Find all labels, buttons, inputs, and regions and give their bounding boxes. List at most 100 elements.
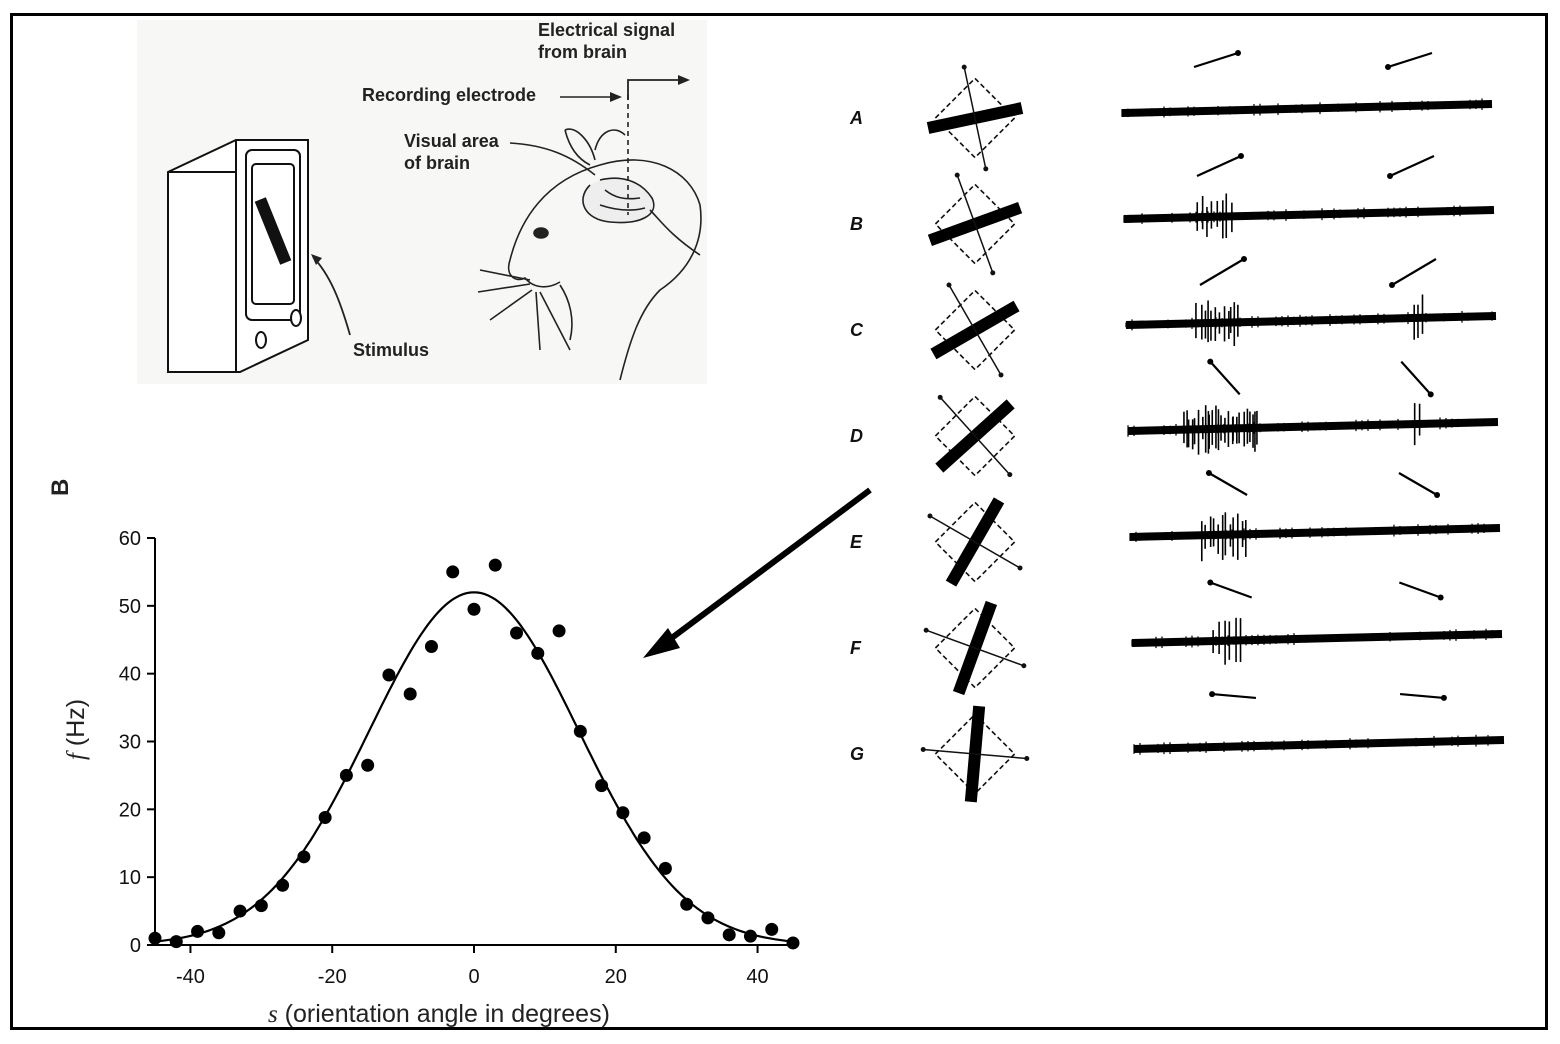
movement-line: [939, 396, 1011, 476]
direction-arrowhead-icon: [1235, 50, 1241, 56]
panel-letter: B: [47, 479, 74, 496]
spike-trace: [1123, 153, 1495, 239]
arrowhead-icon: [1017, 565, 1023, 571]
stimulus-glyph: [934, 394, 1016, 478]
arrowhead-icon: [946, 282, 952, 288]
condition-label: D: [850, 426, 863, 446]
recording-row: D: [850, 358, 1499, 478]
chart-ticks: 0 10 20 30 40 50 60 -40 -20 0 20 40: [119, 528, 769, 988]
movement-line: [925, 629, 1025, 667]
trace-baseline: [1123, 206, 1495, 223]
direction-arrow: [1400, 360, 1432, 396]
receptive-field-outline: [934, 183, 1016, 265]
direction-arrowhead-icon: [1427, 391, 1434, 398]
direction-arrow: [1199, 258, 1245, 286]
stimulus-glyph: [927, 172, 1023, 276]
receptive-field-outline: [934, 77, 1016, 159]
recording-row: G: [850, 691, 1505, 803]
recording-row: E: [850, 470, 1501, 587]
condition-label: F: [850, 638, 862, 658]
visual-area-label-line2: of brain: [404, 153, 470, 173]
data-point: [169, 935, 183, 949]
tuning-curve-chart: 0 10 20 30 40 50 60 -40 -20 0 20 40 s (orientation …: [62, 528, 800, 1028]
direction-arrowhead-icon: [1387, 173, 1393, 179]
y-axis-text: (Hz): [62, 699, 90, 753]
x-tick-label: 20: [605, 966, 627, 988]
condition-label: E: [850, 532, 863, 552]
direction-arrowhead-icon: [1241, 256, 1247, 262]
data-point: [573, 724, 587, 738]
recording-row: B: [850, 153, 1495, 276]
visual-area-label-line1: Visual area: [404, 131, 500, 151]
spike-trace: [1127, 358, 1499, 455]
movement-line: [923, 748, 1027, 760]
data-point: [765, 922, 779, 936]
signal-label-line2: from brain: [538, 42, 627, 62]
data-point: [318, 810, 332, 824]
y-tick-label: 10: [119, 867, 141, 889]
data-point: [680, 897, 694, 911]
movement-line: [956, 174, 994, 274]
x-tick-label: -20: [318, 966, 347, 988]
condition-label: B: [850, 214, 863, 234]
direction-arrowhead-icon: [1437, 594, 1444, 601]
direction-arrowhead-icon: [1385, 64, 1391, 70]
electrode-label: Recording electrode: [362, 85, 536, 105]
data-point: [148, 931, 162, 945]
stimulus-label: Stimulus: [353, 340, 429, 360]
chart-axes: [154, 538, 793, 946]
data-point: [510, 626, 524, 640]
y-tick-label: 40: [119, 664, 141, 686]
spike-trace: [1129, 470, 1501, 562]
direction-arrow: [1398, 581, 1442, 599]
data-point: [233, 904, 247, 918]
condition-label: A: [849, 108, 863, 128]
receptive-field-outline: [934, 289, 1016, 371]
direction-arrowhead-icon: [1207, 358, 1214, 365]
data-point: [339, 768, 353, 782]
receptive-field-outline: [934, 501, 1016, 583]
monitor-icon: [167, 139, 309, 373]
direction-arrow: [1387, 51, 1433, 69]
data-point: [701, 911, 715, 925]
data-point: [361, 758, 375, 772]
arrowhead-icon: [983, 166, 989, 172]
recording-row: A: [849, 50, 1493, 172]
arrowhead-icon: [954, 172, 960, 178]
signal-label-line1: Electrical signal: [538, 20, 675, 40]
direction-arrowhead-icon: [1389, 282, 1395, 288]
y-axis-label: f (Hz): [62, 699, 90, 760]
data-point: [637, 831, 651, 845]
data-point: [786, 936, 800, 950]
figure-frame: [10, 13, 1548, 1030]
direction-arrow: [1398, 472, 1438, 496]
x-tick-label: 40: [746, 966, 768, 988]
recording-rows: A B C D E F G: [849, 50, 1505, 803]
stimulus-glyph: [926, 64, 1024, 172]
trace-baseline: [1125, 312, 1497, 329]
movement-line: [963, 66, 987, 170]
movement-line: [929, 515, 1021, 569]
data-point: [743, 929, 757, 943]
receptive-field-outline: [934, 713, 1016, 795]
spike-trace: [1125, 256, 1497, 346]
direction-arrow: [1193, 51, 1239, 69]
direction-arrowhead-icon: [1205, 470, 1212, 476]
y-axis-var: f: [63, 750, 90, 760]
direction-arrow: [1399, 692, 1445, 700]
data-point: [212, 926, 226, 940]
recording-row: F: [850, 579, 1503, 696]
x-axis-var: s: [268, 1001, 278, 1028]
cat-head-icon: [477, 95, 702, 381]
trace-baseline: [1133, 736, 1505, 753]
stimulus-glyph: [920, 705, 1030, 803]
y-tick-label: 30: [119, 732, 141, 754]
trace-baseline: [1129, 524, 1501, 541]
y-tick-label: 20: [119, 799, 141, 821]
stimulus-glyph: [923, 600, 1027, 696]
direction-arrow: [1391, 258, 1437, 286]
arrowhead-icon: [923, 627, 929, 633]
trace-baseline: [1121, 100, 1493, 117]
data-point: [552, 624, 566, 638]
arrowhead-icon: [1021, 663, 1027, 669]
